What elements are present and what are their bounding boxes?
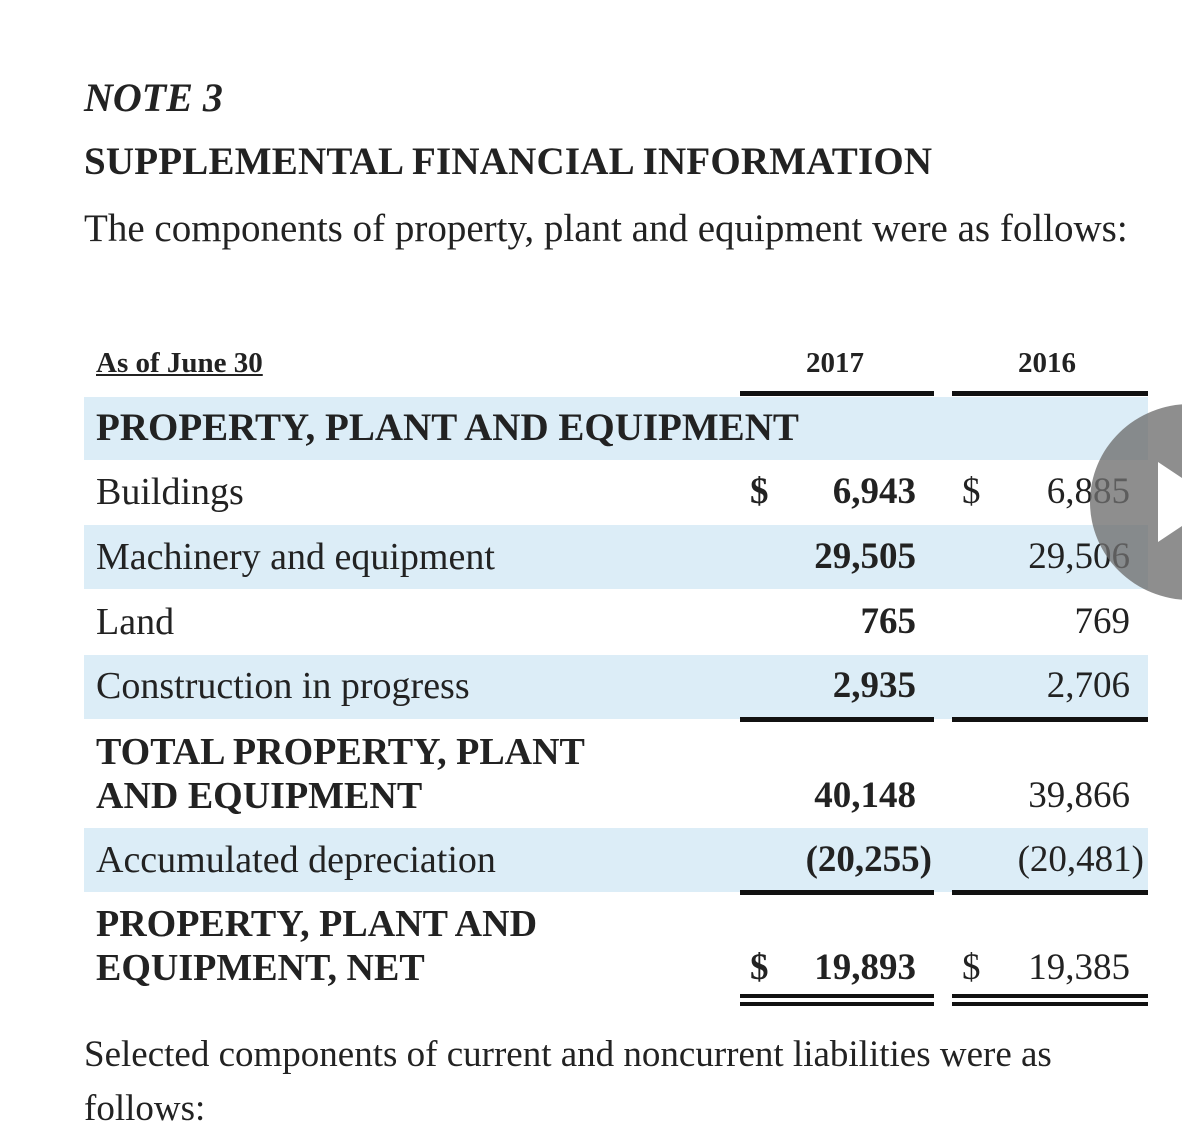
- value-2017-construction: 2,935: [833, 664, 916, 707]
- currency-2017-net: $: [750, 946, 769, 989]
- intro-paragraph: The components of property, plant and eq…: [84, 204, 1146, 254]
- subtotal-rule-2016: [952, 717, 1148, 722]
- double-rule-2017: [740, 994, 934, 1006]
- net-label-line1: PROPERTY, PLANT AND: [96, 902, 537, 946]
- section-title: SUPPLEMENTAL FINANCIAL INFORMATION: [84, 139, 932, 184]
- note-title: NOTE 3: [84, 74, 223, 121]
- net-label-line2: EQUIPMENT, NET: [96, 946, 425, 990]
- column-header-2017: 2017: [740, 347, 930, 380]
- value-2016-construction: 2,706: [1047, 664, 1130, 707]
- total-2016: 39,866: [1028, 774, 1130, 817]
- double-rule-2016: [952, 994, 1148, 1006]
- header-rule-2017: [740, 391, 934, 396]
- play-icon[interactable]: [1158, 462, 1182, 542]
- header-rule-2016: [952, 391, 1148, 396]
- value-2016-land: 769: [1075, 600, 1131, 643]
- row-label-buildings: Buildings: [96, 470, 244, 514]
- net-rule-2016: [952, 890, 1148, 895]
- net-2016: 19,385: [1028, 946, 1130, 989]
- value-2017-land: 765: [861, 600, 917, 643]
- row-label-machinery: Machinery and equipment: [96, 535, 495, 579]
- currency-2016-net: $: [962, 946, 981, 989]
- outro-paragraph: Selected components of current and noncu…: [84, 1028, 1146, 1136]
- column-header-2016: 2016: [952, 347, 1142, 380]
- total-2017: 40,148: [814, 774, 916, 817]
- depreciation-2016: (20,481): [1018, 838, 1144, 881]
- subtotal-rule-2017: [740, 717, 934, 722]
- row-label-construction: Construction in progress: [96, 664, 470, 708]
- value-2017-buildings: 6,943: [833, 470, 916, 513]
- section-heading: PROPERTY, PLANT AND EQUIPMENT: [96, 405, 799, 450]
- currency-2016-buildings: $: [962, 470, 981, 513]
- net-rule-2017: [740, 890, 934, 895]
- currency-2017-buildings: $: [750, 470, 769, 513]
- net-2017: 19,893: [814, 946, 916, 989]
- table-header-label: As of June 30: [96, 347, 263, 380]
- row-label-depreciation: Accumulated depreciation: [96, 838, 496, 882]
- depreciation-2017: (20,255): [806, 838, 932, 881]
- total-label-line1: TOTAL PROPERTY, PLANT: [96, 730, 585, 774]
- row-label-land: Land: [96, 600, 174, 644]
- value-2017-machinery: 29,505: [814, 535, 916, 578]
- total-label-line2: AND EQUIPMENT: [96, 774, 422, 818]
